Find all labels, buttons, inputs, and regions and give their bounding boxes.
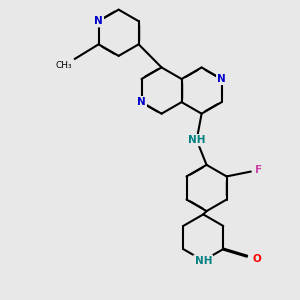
Text: O: O — [252, 254, 261, 264]
Text: NH: NH — [194, 256, 212, 266]
Text: O: O — [252, 254, 261, 264]
Text: F: F — [255, 165, 262, 175]
Text: N: N — [217, 74, 226, 84]
Text: CH₃: CH₃ — [55, 61, 72, 70]
Text: N: N — [137, 97, 146, 107]
Text: CH₃: CH₃ — [55, 61, 72, 70]
Text: NH: NH — [188, 135, 206, 145]
Text: N: N — [217, 74, 226, 84]
Text: N: N — [137, 97, 146, 107]
Text: NH: NH — [188, 135, 206, 145]
Text: NH: NH — [194, 256, 212, 266]
Text: N: N — [94, 16, 103, 26]
Text: N: N — [94, 16, 103, 26]
Text: F: F — [255, 165, 262, 175]
